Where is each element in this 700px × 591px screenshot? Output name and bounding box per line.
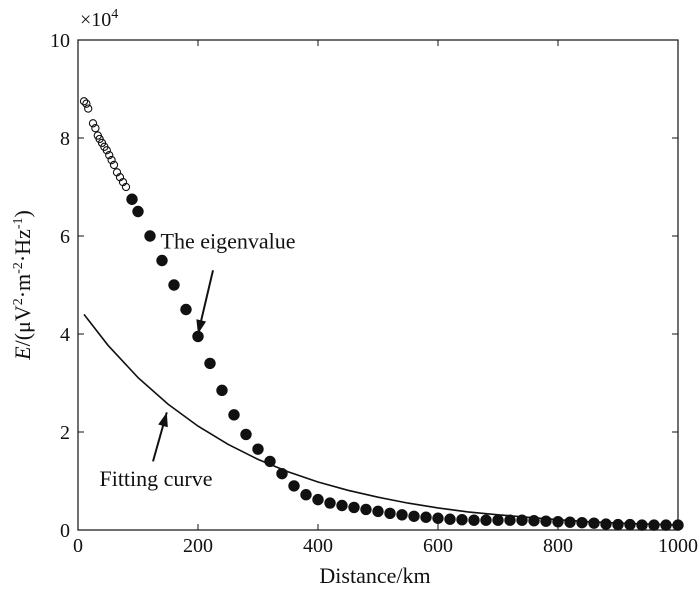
- y-tick-label: 6: [60, 226, 70, 248]
- data-point: [540, 515, 552, 527]
- data-point: [624, 518, 636, 531]
- y-label-mid2: ·Hz: [10, 229, 35, 262]
- x-tick-label: 200: [183, 535, 213, 557]
- data-point: [102, 146, 111, 155]
- data-point: [82, 99, 91, 108]
- data-point: [408, 510, 420, 522]
- y-tick-label: 2: [60, 422, 70, 444]
- y-multiplier-exponent: 4: [111, 7, 118, 22]
- data-point: [564, 516, 576, 528]
- y-label-sup3: -1: [11, 217, 26, 229]
- data-point: [312, 493, 324, 506]
- y-tick-label: 8: [60, 128, 70, 150]
- data-point: [444, 513, 456, 525]
- data-point: [88, 119, 98, 128]
- data-point: [252, 443, 264, 455]
- data-point: [288, 480, 300, 492]
- data-point: [612, 518, 624, 531]
- data-point: [144, 230, 156, 242]
- y-multiplier-base: ×10: [80, 9, 111, 31]
- data-point: [576, 516, 588, 529]
- y-label-rest: /(μV: [10, 305, 35, 346]
- data-point: [468, 514, 480, 526]
- data-point: [126, 193, 138, 205]
- data-point: [107, 155, 116, 165]
- data-point: [492, 514, 504, 526]
- data-point: [121, 182, 131, 192]
- annotation-arrow-head: [196, 319, 207, 334]
- plot-frame: [77, 39, 679, 531]
- data-point: [432, 512, 444, 524]
- data-point: [588, 517, 600, 529]
- data-point: [109, 160, 119, 170]
- y-tick-label: 10: [50, 30, 70, 52]
- data-point: [204, 357, 216, 370]
- data-point: [348, 501, 360, 514]
- y-label-end: ): [10, 210, 35, 217]
- x-axis-label: Distance/km: [319, 563, 430, 588]
- fitting-curve-line: [83, 313, 679, 526]
- data-point: [360, 503, 372, 516]
- y-label-italic: E: [10, 346, 35, 361]
- x-tick-label: 400: [303, 535, 333, 557]
- data-point: [216, 384, 228, 397]
- y-axis-label: E/(μV2·m-2·Hz-1): [10, 210, 35, 361]
- data-point: [84, 104, 93, 113]
- data-point: [396, 509, 408, 521]
- data-point: [372, 505, 384, 518]
- x-tick-label: 600: [423, 535, 453, 557]
- data-point: [180, 303, 192, 316]
- y-label-sup1: 2: [11, 298, 26, 305]
- data-point: [168, 279, 180, 291]
- data-point: [336, 499, 348, 512]
- data-point: [132, 205, 144, 218]
- annotation-label: Fitting curve: [99, 466, 212, 491]
- axis-ticks: 0 200 400 600 800 1000 0 2 4 6 8 10: [50, 30, 698, 557]
- y-multiplier: ×104: [80, 7, 118, 31]
- y-label-mid1: ·m: [10, 274, 35, 298]
- data-point: [456, 514, 468, 526]
- x-tick-label: 1000: [658, 535, 698, 557]
- data-marks: [79, 97, 684, 531]
- data-point: [480, 514, 492, 526]
- y-label-sup2: -2: [11, 262, 26, 274]
- data-point: [240, 428, 252, 441]
- data-point: [300, 489, 312, 501]
- data-point: [552, 515, 564, 528]
- data-point: [324, 497, 336, 509]
- data-point: [79, 97, 89, 106]
- y-tick-label: 0: [60, 520, 70, 542]
- data-point: [384, 507, 396, 520]
- data-point: [91, 124, 100, 133]
- data-point: [600, 518, 612, 530]
- x-tick-label: 800: [543, 535, 573, 557]
- annotation-label: The eigenvalue: [161, 228, 296, 253]
- annotation-arrow-head: [158, 412, 168, 428]
- y-tick-label: 4: [60, 324, 70, 346]
- data-point: [105, 150, 114, 160]
- data-point: [228, 409, 240, 421]
- annotations: The eigenvalue Fitting curve: [99, 228, 295, 491]
- x-tick-label: 0: [73, 535, 83, 557]
- data-point: [156, 254, 168, 267]
- data-point: [420, 511, 432, 523]
- data-point: [636, 519, 648, 531]
